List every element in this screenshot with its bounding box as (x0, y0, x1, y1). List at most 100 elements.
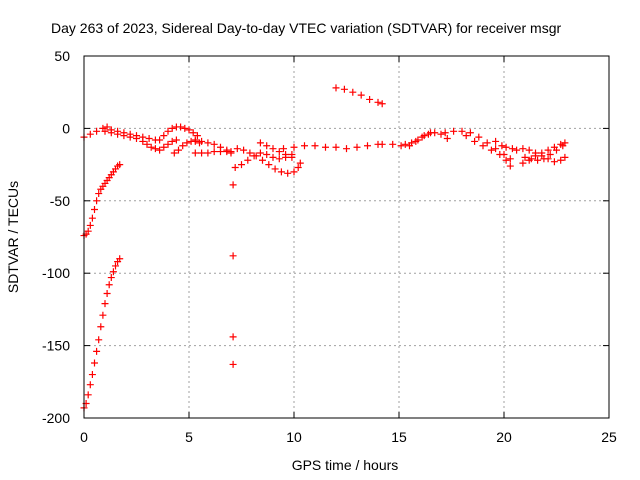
data-point (525, 146, 533, 154)
data-point (322, 143, 329, 151)
data-point (229, 360, 237, 368)
data-point (466, 129, 474, 137)
series-arc-20-19 (492, 137, 521, 154)
data-point (506, 155, 514, 163)
y-tick-label: -100 (42, 265, 70, 281)
series-arc-17-19b (462, 132, 514, 170)
data-point (534, 156, 542, 164)
data-point (160, 132, 168, 140)
data-point (496, 150, 504, 158)
data-point (527, 155, 535, 163)
data-point (183, 139, 191, 147)
data-point (238, 161, 245, 169)
y-axis-label: SDTVAR / TECUs (5, 181, 21, 293)
data-point (561, 153, 569, 161)
series-arc-7-8b (233, 145, 304, 177)
tick-labels-layer: 0 5 10 15 20 25 -200 -150 -100 -50 0 50 (42, 48, 617, 445)
x-axis-label: GPS time / hours (292, 457, 399, 473)
data-point (462, 132, 470, 140)
data-point (233, 145, 241, 153)
data-point (84, 227, 92, 235)
x-tick-label: 25 (601, 429, 617, 445)
data-point (168, 137, 176, 145)
data-point (441, 129, 449, 137)
data-point (229, 252, 237, 260)
data-point (164, 140, 172, 148)
data-point (450, 127, 458, 135)
data-point (88, 214, 96, 222)
data-point (156, 136, 164, 144)
data-point (86, 221, 94, 229)
data-point (357, 91, 365, 99)
data-point (191, 149, 199, 157)
data-point (109, 268, 117, 276)
data-point (290, 143, 298, 151)
data-point (332, 143, 340, 151)
series-arc-flat-10-14 (280, 140, 386, 153)
data-point (502, 156, 510, 164)
data-point (311, 142, 319, 150)
data-point (550, 158, 558, 166)
data-point (546, 150, 554, 158)
data-point (343, 145, 350, 153)
data-point (502, 143, 510, 151)
data-point (175, 146, 182, 154)
data-point (227, 148, 235, 156)
data-point (427, 129, 434, 137)
data-point (378, 140, 386, 148)
data-point (93, 197, 101, 205)
data-point (353, 143, 361, 151)
plot-border (83, 55, 610, 419)
data-point (101, 127, 109, 135)
data-point (284, 169, 292, 177)
data-point (93, 347, 101, 355)
series-arc-8 (256, 139, 296, 161)
data-point (120, 132, 128, 140)
data-point (557, 156, 565, 164)
data-point (91, 205, 98, 213)
data-point (229, 181, 237, 189)
data-point (492, 145, 500, 153)
data-point (93, 127, 101, 135)
data-point (172, 136, 180, 144)
data-point (271, 165, 279, 173)
data-point (116, 161, 124, 169)
data-point (532, 149, 539, 157)
data-point (332, 84, 340, 92)
data-point (170, 149, 178, 157)
data-point (290, 168, 298, 176)
data-point (256, 149, 264, 157)
data-point (240, 146, 248, 154)
data-point (116, 255, 124, 263)
data-point (263, 142, 271, 150)
series-arc-17-19 (441, 127, 514, 163)
data-point (151, 145, 159, 153)
data-point (521, 153, 529, 161)
y-tick-label: -200 (42, 410, 70, 426)
data-point (553, 146, 560, 154)
data-point (259, 156, 266, 164)
data-point (378, 100, 386, 108)
data-point (164, 127, 172, 135)
data-point (193, 132, 201, 140)
data-point (147, 143, 155, 151)
data-point (84, 391, 92, 399)
y-tick-label: -50 (50, 193, 70, 209)
data-point (389, 140, 397, 148)
data-point (559, 142, 567, 150)
data-point (210, 148, 218, 156)
data-point (288, 153, 296, 161)
series-outliers-7 (229, 181, 237, 368)
x-tick-label: 0 (80, 429, 88, 445)
data-point (103, 123, 111, 131)
series-arc-6b (191, 148, 235, 157)
chart-title: Day 263 of 2023, Sidereal Day-to-day VTE… (51, 20, 561, 36)
x-tick-label: 15 (391, 429, 407, 445)
data-point (366, 95, 374, 103)
series-arc-21-23c (521, 142, 567, 164)
data-point (217, 148, 224, 156)
y-tick-label: 0 (62, 120, 70, 136)
data-point (443, 135, 451, 143)
data-point (95, 336, 103, 344)
